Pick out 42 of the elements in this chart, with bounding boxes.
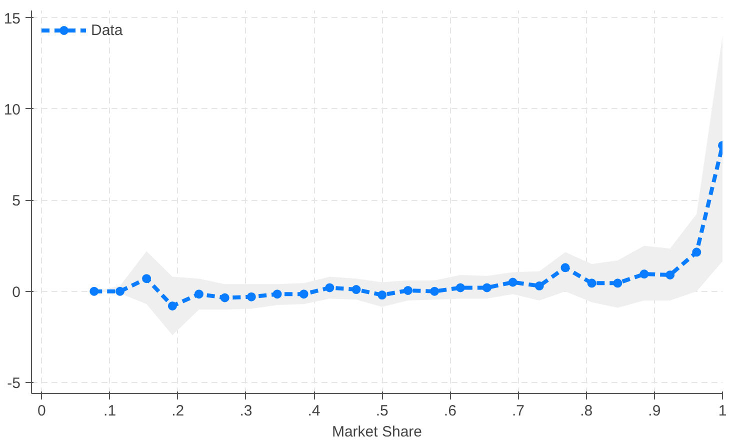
x-tick-label: .3 xyxy=(240,402,252,420)
point xyxy=(456,283,465,292)
point xyxy=(272,290,282,299)
point xyxy=(508,278,518,287)
point xyxy=(194,290,204,299)
y-tick-label: 15 xyxy=(4,10,21,28)
point xyxy=(430,286,440,296)
y-tick-label: 5 xyxy=(12,192,20,210)
x-tick-label: .2 xyxy=(172,402,184,420)
point xyxy=(640,270,649,279)
y-tick-label: -5 xyxy=(7,375,21,392)
x-tick-label: 1 xyxy=(718,402,727,420)
x-tick-label: .6 xyxy=(444,402,456,420)
x-tick-label: 0 xyxy=(38,402,46,420)
x-tick-label: .7 xyxy=(512,402,525,420)
point xyxy=(142,274,152,284)
point xyxy=(666,270,675,280)
point xyxy=(560,263,570,272)
x-tick-label: .4 xyxy=(308,402,320,420)
point xyxy=(403,286,412,295)
point xyxy=(90,286,99,296)
point xyxy=(613,278,622,288)
point xyxy=(534,281,544,290)
y-tick-label: 10 xyxy=(4,101,21,118)
point xyxy=(352,285,361,294)
point xyxy=(246,292,256,302)
point xyxy=(378,290,387,300)
point xyxy=(692,248,702,257)
x-tick-label: .5 xyxy=(376,402,388,420)
x-tick-label: .9 xyxy=(648,402,661,420)
point xyxy=(299,290,308,299)
x-axis-title: Market Share xyxy=(332,424,422,440)
y-tick-label: 0 xyxy=(12,284,20,301)
point xyxy=(482,283,492,292)
point xyxy=(168,301,177,310)
x-tick-label: .1 xyxy=(104,402,116,420)
point xyxy=(220,293,230,302)
x-tick-label: .8 xyxy=(580,402,593,420)
legend-label: Data xyxy=(91,22,123,38)
point xyxy=(325,283,334,292)
point xyxy=(587,278,596,288)
point xyxy=(116,286,124,296)
